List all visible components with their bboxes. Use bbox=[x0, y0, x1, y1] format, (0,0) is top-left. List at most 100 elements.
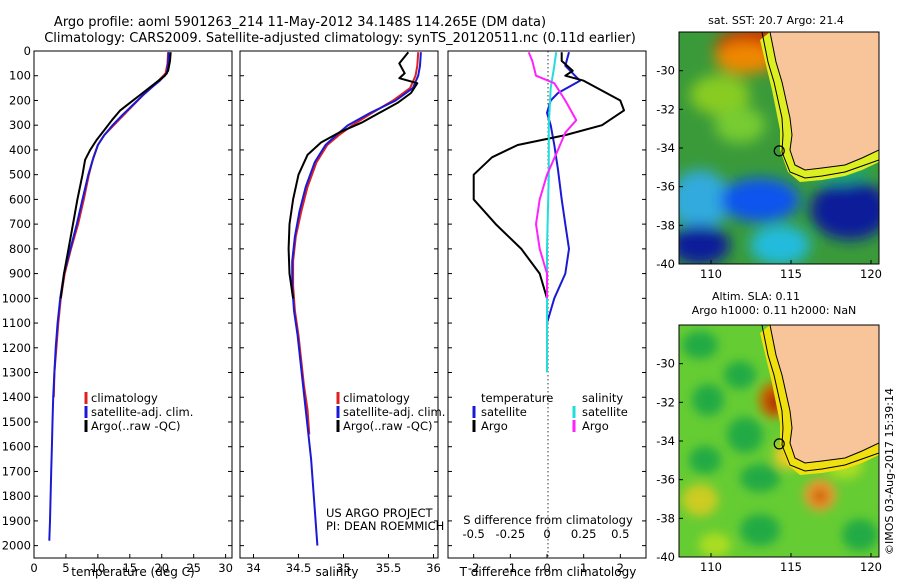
difference-lines bbox=[472, 51, 625, 373]
x-tick-label: 25 bbox=[186, 561, 201, 575]
y-tick-label: -36 bbox=[656, 473, 675, 487]
x-tick-label: 35.5 bbox=[376, 561, 402, 575]
series-line-satellite-adj-clim- bbox=[291, 52, 422, 546]
y-tick-label: 1300 bbox=[2, 366, 31, 380]
y-tick-label: -34 bbox=[656, 141, 675, 155]
series-line-climatology bbox=[292, 52, 420, 435]
salinity-panel: 34 34.5 35 35.5 36 salinity climatology sate… bbox=[239, 50, 445, 579]
legend-header-temperature: temperature bbox=[481, 391, 553, 405]
y-tick-label: 500 bbox=[9, 168, 31, 182]
y-tick-label: 1600 bbox=[2, 440, 31, 454]
sla-map-title-line-2: Argo h1000: 0.11 h2000: NaN bbox=[692, 304, 857, 317]
legend-label-t-argo: Argo bbox=[481, 419, 508, 433]
x2-tick-label: 0.25 bbox=[571, 527, 597, 541]
x-tick-label: 0 bbox=[543, 561, 550, 575]
y-tick-label: 900 bbox=[9, 267, 31, 281]
sst-coastline bbox=[769, 32, 879, 171]
y-tick-label: -34 bbox=[656, 434, 675, 448]
y-tick-label: 1800 bbox=[2, 489, 31, 503]
x2-tick-label: 0 bbox=[543, 527, 550, 541]
y-tick-label: 1100 bbox=[2, 316, 31, 330]
series-line-climatology bbox=[52, 52, 170, 398]
difference-panel: -2 -1 0 1 2 -0.5 -0.25 0 0.25 0.5 T difference f… bbox=[447, 50, 647, 579]
sst-map-y-ticks: -30 -32 -34 -36 -38 -40 bbox=[656, 64, 683, 271]
y-tick-label: 300 bbox=[9, 118, 31, 132]
x-tick-label: 30 bbox=[218, 561, 233, 575]
y-tick-label: 1000 bbox=[2, 291, 31, 305]
sla-argo-marker bbox=[773, 438, 785, 450]
sst-land bbox=[770, 32, 879, 170]
y-tick-label: 700 bbox=[9, 217, 31, 231]
sst-map-x-ticks: 110 115 120 bbox=[700, 260, 882, 281]
y-tick-label: -32 bbox=[656, 102, 675, 116]
legend-label-satellite: satellite-adj. clim. bbox=[91, 405, 193, 419]
sst-map-image bbox=[679, 32, 879, 264]
y-tick-label: -38 bbox=[656, 511, 675, 525]
x-tick-label: 2 bbox=[617, 561, 624, 575]
x-tick-label: 0 bbox=[30, 561, 37, 575]
x2-tick-label: 0.5 bbox=[611, 527, 629, 541]
pi-label: PI: DEAN ROEMMICH bbox=[326, 519, 444, 533]
sla-map-title-line-1: Altim. SLA: 0.11 bbox=[712, 290, 800, 303]
salinity-x-label: salinity bbox=[315, 565, 358, 579]
legend-label-s-satellite: satellite bbox=[582, 405, 628, 419]
y-tick-label: 2000 bbox=[2, 539, 31, 553]
x-tick-label: 110 bbox=[700, 267, 722, 281]
temperature-panel: 0100200300400500600700800900100011001200… bbox=[2, 44, 233, 579]
sla-coastal-band bbox=[760, 325, 879, 475]
sst-map-panel: sat. SST: 20.7 Argo: 21.4 110 115 120 - bbox=[656, 14, 882, 281]
y-tick-label: -40 bbox=[656, 550, 675, 564]
sla-map-image bbox=[679, 325, 879, 557]
x-tick-label: 115 bbox=[780, 267, 802, 281]
sla-map-y-ticks: -30 -32 -34 -36 -38 -40 bbox=[656, 357, 683, 564]
x-tick-label: 15 bbox=[122, 561, 137, 575]
x-tick-label: 110 bbox=[700, 560, 722, 574]
legend-label-argo: Argo(..raw -QC) bbox=[91, 419, 181, 433]
y-tick-label: 0 bbox=[24, 44, 31, 58]
temperature-x-label: temperature (deg C) bbox=[71, 565, 194, 579]
y-tick-label: 200 bbox=[9, 93, 31, 107]
sst-map-title: sat. SST: 20.7 Argo: 21.4 bbox=[708, 14, 844, 27]
project-label: US ARGO PROJECT bbox=[326, 506, 434, 520]
sla-shelf-contour bbox=[761, 325, 879, 472]
y-tick-label: 1900 bbox=[2, 514, 31, 528]
x-tick-label: -2 bbox=[468, 561, 479, 575]
y-tick-label: -38 bbox=[656, 218, 675, 232]
x-tick-label: 1 bbox=[580, 561, 587, 575]
x-tick-label: 120 bbox=[860, 560, 882, 574]
y-tick-label: 600 bbox=[9, 192, 31, 206]
y-tick-label: -32 bbox=[656, 395, 675, 409]
x-tick-label: 34.5 bbox=[286, 561, 312, 575]
y-tick-label: -30 bbox=[656, 64, 675, 78]
difference-x2-label: S difference from climatology bbox=[463, 513, 633, 527]
y-tick-label: -30 bbox=[656, 357, 675, 371]
sst-coastal-band bbox=[760, 32, 879, 182]
salinity-plot-frame bbox=[239, 50, 439, 559]
legend-label-argo: Argo(..raw -QC) bbox=[343, 419, 433, 433]
y-tick-label: 100 bbox=[9, 69, 31, 83]
x-tick-label: 34 bbox=[246, 561, 261, 575]
series-line-argo-raw-qc- bbox=[59, 52, 172, 299]
series-line-satellite bbox=[546, 51, 581, 373]
x-tick-label: 5 bbox=[62, 561, 69, 575]
difference-x2-ticks: -0.5 -0.25 0 0.25 0.5 bbox=[462, 527, 629, 541]
sst-argo-marker bbox=[773, 145, 785, 157]
temperature-legend: climatology satellite-adj. clim. Argo(..… bbox=[84, 391, 193, 433]
series-line-argo bbox=[527, 51, 578, 299]
sla-map-x-ticks: 110 115 120 bbox=[700, 553, 882, 574]
y-tick-label: 1700 bbox=[2, 464, 31, 478]
y-tick-label: 800 bbox=[9, 242, 31, 256]
temperature-y-ticks: 0 100 200 300 400 500 600 700 800 900 1000 1100 1200… bbox=[2, 44, 31, 553]
salinity-lines bbox=[287, 51, 422, 546]
legend-header-salinity: salinity bbox=[582, 391, 623, 405]
y-tick-label: 400 bbox=[9, 143, 31, 157]
salinity-y-tick-marks bbox=[240, 50, 438, 547]
y-tick-label: 1200 bbox=[2, 341, 31, 355]
legend-label-satellite: satellite-adj. clim. bbox=[343, 405, 445, 419]
temperature-plot-frame bbox=[33, 50, 233, 559]
x2-tick-label: -0.25 bbox=[495, 527, 525, 541]
y-tick-label: 1500 bbox=[2, 415, 31, 429]
sla-land bbox=[770, 325, 879, 463]
y-tick-label: -40 bbox=[656, 257, 675, 271]
difference-legend: temperature satellite Argo salinity sate… bbox=[472, 391, 628, 433]
